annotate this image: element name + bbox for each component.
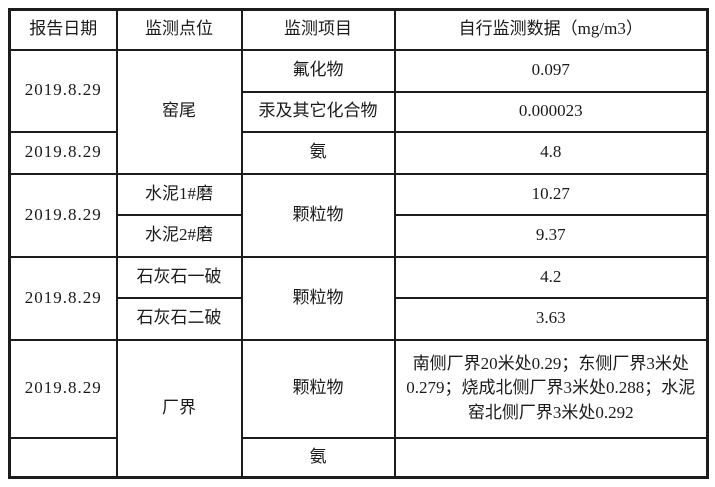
table-row: 氨 — [8, 436, 709, 479]
cell-report-date: 2019.8.29 — [8, 130, 118, 175]
cell-report-date: 2019.8.29 — [8, 172, 118, 258]
cell-monitoring-value: 南侧厂界20米处0.29；东侧厂界3米处0.279；烧成北侧厂界3米处0.288… — [393, 338, 709, 439]
header-report-date: 报告日期 — [8, 8, 118, 51]
cell-monitoring-point: 石灰石一破 — [115, 255, 243, 299]
cell-monitoring-point: 石灰石二破 — [115, 296, 243, 341]
cell-monitoring-item: 颗粒物 — [240, 172, 396, 258]
table-header-row: 报告日期 监测点位 监测项目 自行监测数据（mg/m3） — [8, 8, 709, 51]
cell-monitoring-point: 水泥1#磨 — [115, 172, 243, 216]
table-row: 2019.8.29 厂界 颗粒物 南侧厂界20米处0.29；东侧厂界3米处0.2… — [8, 338, 709, 479]
cell-monitoring-value: 9.37 — [393, 213, 709, 258]
cell-report-date: 2019.8.29 — [8, 255, 118, 341]
cell-monitoring-value: 10.27 — [393, 172, 709, 216]
cell-monitoring-point: 厂界 — [115, 338, 243, 479]
cell-monitoring-item: 汞及其它化合物 — [240, 90, 396, 133]
cell-monitoring-item: 颗粒物 — [240, 255, 396, 341]
cell-report-date: 2019.8.29 — [8, 338, 118, 439]
cell-monitoring-value: 0.000023 — [393, 90, 709, 133]
table-row: 水泥2#磨 9.37 — [10, 213, 709, 258]
self-monitoring-data-table: 报告日期 监测点位 监测项目 自行监测数据（mg/m3） 2019.8.29 窑… — [8, 8, 709, 479]
table-row: 石灰石二破 3.63 — [10, 296, 709, 341]
table-row: 汞及其它化合物 0.000023 — [10, 90, 709, 133]
cell-monitoring-point: 窑尾 — [115, 48, 243, 175]
cell-monitoring-item: 氨 — [240, 130, 396, 175]
table-row: 2019.8.29 窑尾 氟化物 0.097 — [8, 48, 709, 175]
cell-monitoring-value: 4.8 — [393, 130, 709, 175]
cell-monitoring-item: 氟化物 — [240, 48, 396, 93]
cell-report-date: 2019.8.29 — [8, 48, 118, 133]
table-row: 2019.8.29 水泥1#磨 颗粒物 10.27 — [8, 172, 709, 258]
cell-monitoring-item: 氨 — [240, 436, 396, 479]
header-monitoring-item: 监测项目 — [240, 8, 396, 51]
cell-monitoring-value: 3.63 — [393, 296, 709, 341]
table-row: 2019.8.29 石灰石一破 颗粒物 4.2 — [8, 255, 709, 341]
cell-monitoring-point: 水泥2#磨 — [115, 213, 243, 258]
table-row: 2019.8.29 氨 4.8 — [8, 130, 709, 175]
cell-monitoring-value — [393, 436, 709, 479]
header-monitoring-point: 监测点位 — [115, 8, 243, 51]
cell-monitoring-value: 4.2 — [393, 255, 709, 299]
cell-monitoring-item: 颗粒物 — [240, 338, 396, 439]
cell-report-date — [8, 436, 118, 479]
header-monitoring-value: 自行监测数据（mg/m3） — [393, 8, 709, 51]
cell-monitoring-value: 0.097 — [393, 48, 709, 93]
